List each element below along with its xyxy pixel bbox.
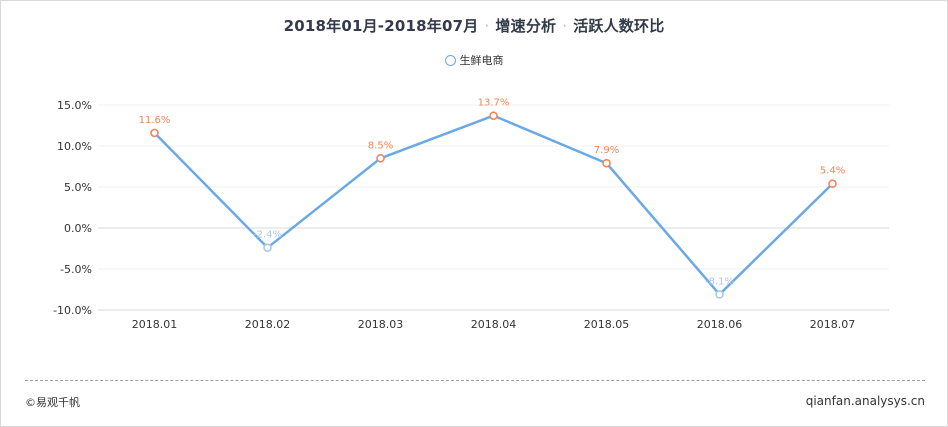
x-tick-label: 2018.01 [132,318,178,331]
data-point [263,243,272,252]
data-label: 13.7% [478,98,510,109]
title-separator: · [484,17,490,35]
data-point [489,111,498,120]
title-separator: · [562,17,568,35]
data-point [715,290,724,299]
x-tick-label: 2018.02 [245,318,291,331]
y-tick-label: 10.0% [57,140,92,153]
chart-legend[interactable]: 生鲜电商 [1,53,947,69]
legend-label: 生鲜电商 [459,54,504,67]
data-label: 11.6% [139,115,171,126]
title-metric: 活跃人数环比 [573,17,665,35]
data-point [376,154,385,163]
x-tick-label: 2018.07 [810,318,856,331]
data-point [828,179,837,189]
data-label: 7.9% [594,145,619,156]
title-section: 增速分析 [495,17,557,35]
x-tick-label: 2018.03 [358,318,404,331]
chart-title: 2018年01月-2018年07月 · 增速分析 · 活跃人数环比 [1,15,947,36]
data-point [602,158,611,168]
footer-source: ©易观千帆 [25,396,80,409]
title-period: 2018年01月-2018年07月 [283,17,479,35]
data-label: -2.4% [253,230,282,241]
legend-marker-icon [444,55,456,66]
y-tick-label: -10.0% [53,304,92,317]
footer-site[interactable]: qianfan.analysys.cn [805,394,925,408]
footer-divider [25,380,925,381]
data-label: 5.4% [820,166,845,177]
y-tick-label: 5.0% [64,181,92,194]
data-label: 8.5% [368,140,393,151]
series-line [153,114,834,296]
y-tick-label: 15.0% [57,99,92,112]
x-tick-label: 2018.05 [584,318,630,331]
x-tick-label: 2018.04 [471,318,517,331]
x-tick-label: 2018.06 [697,318,743,331]
y-tick-label: -5.0% [60,263,92,276]
y-tick-label: 0.0% [64,222,92,235]
data-label: -8.1% [705,276,734,287]
data-point [150,128,159,138]
